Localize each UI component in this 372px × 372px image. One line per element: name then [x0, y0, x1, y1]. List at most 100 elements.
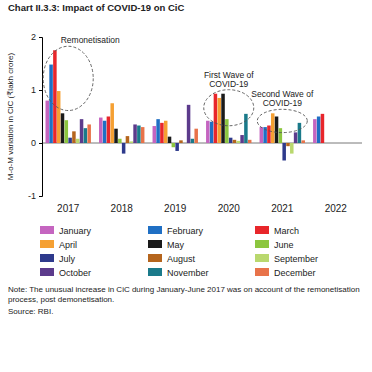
bar — [279, 128, 283, 143]
legend-swatch — [40, 268, 54, 276]
annotation-ellipse — [204, 90, 254, 126]
bar — [240, 135, 244, 143]
note: Note: The unusual increase in CiC during… — [8, 285, 360, 294]
x-tick: 2022 — [325, 202, 348, 214]
y-tick-label: 1 — [31, 85, 36, 95]
bar — [130, 141, 134, 143]
annotation: Remonetisation — [61, 35, 120, 45]
bar — [237, 141, 241, 143]
x-tick: 2020 — [218, 202, 241, 214]
legend-label: May — [167, 240, 185, 250]
bar — [301, 140, 305, 143]
bar — [233, 140, 237, 143]
bar — [221, 94, 225, 143]
bar — [164, 121, 168, 143]
bar — [68, 138, 72, 143]
bar — [191, 139, 195, 143]
y-tick-label: 2 — [31, 32, 36, 42]
bars — [46, 50, 325, 160]
y-tick: 2 — [31, 32, 42, 42]
bar — [187, 105, 191, 143]
chart: Chart II.3.3: Impact of COVID-19 on CiC -… — [0, 0, 372, 372]
legend-label: March — [274, 226, 299, 236]
bar — [260, 127, 264, 143]
bar — [194, 129, 198, 143]
y-axis-line — [39, 38, 43, 197]
annotation-ellipse — [43, 46, 93, 110]
bar — [156, 119, 160, 143]
legend-swatch — [40, 240, 54, 248]
bar — [214, 94, 218, 143]
bar — [168, 137, 172, 143]
x-tick-label: 2018 — [111, 203, 134, 214]
bar — [65, 120, 69, 143]
bar — [114, 129, 118, 143]
x-tick: 2019 — [164, 202, 187, 214]
x-tick-label: 2017 — [57, 203, 80, 214]
bar — [267, 126, 271, 143]
bar — [46, 101, 50, 143]
bar — [282, 143, 286, 160]
annotation-ellipse — [257, 109, 307, 132]
legend-swatch — [40, 226, 54, 234]
legend-swatch — [148, 254, 162, 262]
legend: JanuaryFebruaryMarchAprilMayJuneJulyAugu… — [40, 226, 318, 278]
bar — [313, 119, 317, 143]
y-axis: -1 0 1 2 — [28, 32, 43, 201]
bar — [275, 117, 279, 144]
y-axis-title: M-o-M variation in CiC (₹lakh crore) — [6, 53, 15, 181]
legend-swatch — [255, 268, 269, 276]
x-tick: 2018 — [111, 202, 134, 214]
bar — [80, 119, 84, 143]
legend-label: October — [59, 268, 91, 278]
bar — [229, 138, 233, 143]
bar — [286, 143, 290, 146]
bar — [53, 50, 57, 143]
bar — [126, 136, 130, 143]
x-tick-label: 2021 — [271, 203, 294, 214]
legend-label: July — [59, 254, 76, 264]
x-tick: 2017 — [57, 202, 80, 214]
bar — [153, 126, 157, 143]
legend-swatch — [148, 226, 162, 234]
annotation: First Wave ofCOVID-19 — [204, 70, 254, 89]
note: process, post demonetisation. — [8, 295, 114, 304]
x-tick: 2021 — [271, 202, 294, 214]
bar — [217, 98, 221, 143]
bar — [225, 119, 229, 143]
legend-swatch — [148, 268, 162, 276]
legend-label: December — [274, 268, 316, 278]
bar — [317, 117, 321, 144]
bar — [57, 91, 61, 143]
legend-label: August — [167, 254, 196, 264]
legend-swatch — [40, 254, 54, 262]
x-tick-label: 2019 — [164, 203, 187, 214]
bar — [72, 131, 76, 143]
y-tick: -1 — [28, 191, 42, 201]
title: Chart II.3.3: Impact of COVID-19 on CiC — [8, 2, 184, 13]
bar — [61, 113, 65, 143]
bar — [160, 123, 164, 143]
bar — [107, 117, 111, 144]
bar — [206, 121, 210, 143]
legend-swatch — [255, 226, 269, 234]
legend-swatch — [148, 240, 162, 248]
bar — [183, 143, 187, 144]
y-tick-label: 0 — [31, 138, 36, 148]
bar — [298, 123, 302, 143]
y-tick-mark — [39, 143, 42, 144]
bar — [210, 122, 214, 143]
bar — [87, 124, 91, 143]
bar — [294, 132, 298, 143]
source: Source: RBI. — [8, 307, 53, 316]
bar — [133, 124, 137, 143]
bar — [175, 143, 179, 151]
bar — [179, 140, 183, 143]
y-tick: 1 — [31, 85, 42, 95]
legend-label: September — [274, 254, 318, 264]
y-tick-label: -1 — [28, 191, 36, 201]
y-tick-mark — [39, 37, 42, 38]
y-tick-mark — [39, 196, 42, 197]
bar — [271, 113, 275, 143]
annotation: Second Wave ofCOVID-19 — [251, 89, 314, 108]
